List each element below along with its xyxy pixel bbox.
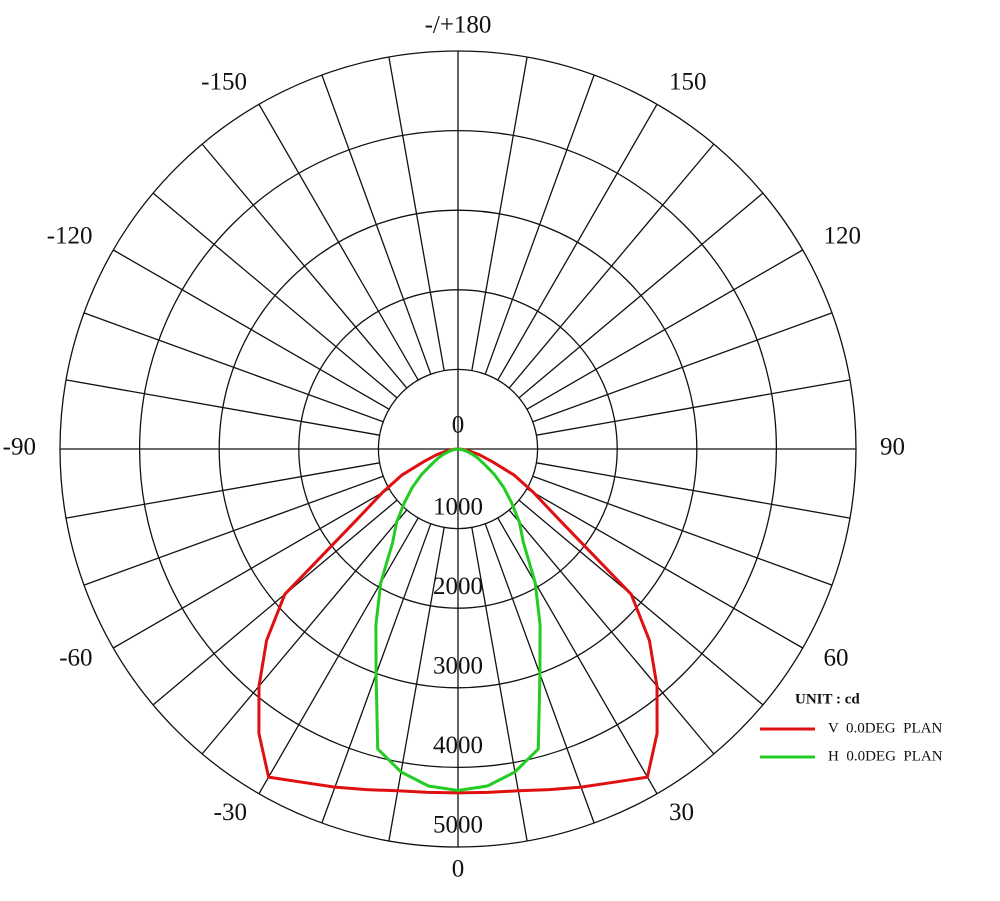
theta-tick-label: 90 (880, 434, 905, 461)
spoke (532, 475, 833, 586)
spoke (83, 312, 384, 423)
spoke (526, 488, 804, 649)
theta-tick-label: 120 (823, 223, 861, 250)
r-tick-label: 2000 (433, 573, 483, 600)
spoke (497, 103, 658, 381)
theta-tick-label: -/+180 (425, 12, 492, 39)
spoke (258, 103, 419, 381)
spoke (65, 462, 380, 519)
r-tick-label: 4000 (433, 732, 483, 759)
spoke (388, 527, 445, 842)
r-tick-label: 5000 (433, 812, 483, 839)
spoke (471, 56, 528, 371)
legend-label: H 0.0DEG PLAN (828, 748, 943, 764)
spoke (484, 74, 595, 375)
spoke (508, 143, 715, 389)
legend-label: V 0.0DEG PLAN (828, 720, 942, 736)
spoke (536, 462, 851, 519)
spoke (65, 379, 380, 436)
theta-tick-label: 60 (823, 645, 848, 672)
spoke (112, 488, 390, 649)
theta-tick-label: -150 (201, 68, 247, 95)
r-tick-label: 3000 (433, 653, 483, 680)
spoke (526, 249, 804, 410)
spoke (532, 312, 833, 423)
spoke (497, 517, 658, 795)
spoke (471, 527, 528, 842)
theta-tick-label: -60 (59, 645, 92, 672)
spoke (536, 379, 851, 436)
r-tick-label: 0 (452, 412, 465, 439)
spoke (83, 475, 384, 586)
spoke (518, 499, 764, 706)
spoke (201, 143, 408, 389)
spoke (508, 509, 715, 755)
spoke (258, 517, 419, 795)
series-curve (374, 447, 542, 792)
r-tick-label: 1000 (433, 493, 483, 520)
spoke (201, 509, 408, 755)
theta-tick-label: 30 (669, 799, 694, 826)
theta-tick-label: -120 (47, 223, 93, 250)
legend-title: UNIT : cd (795, 691, 860, 707)
spoke (321, 74, 432, 375)
spoke (112, 249, 390, 410)
spoke (388, 56, 445, 371)
spoke (152, 499, 398, 706)
spoke (518, 192, 764, 399)
theta-tick-label: 150 (669, 68, 707, 95)
theta-tick-label: -30 (214, 799, 247, 826)
theta-tick-label: 0 (452, 856, 465, 883)
theta-tick-label: -90 (3, 434, 36, 461)
spoke (152, 192, 398, 399)
series-curve (257, 447, 659, 795)
